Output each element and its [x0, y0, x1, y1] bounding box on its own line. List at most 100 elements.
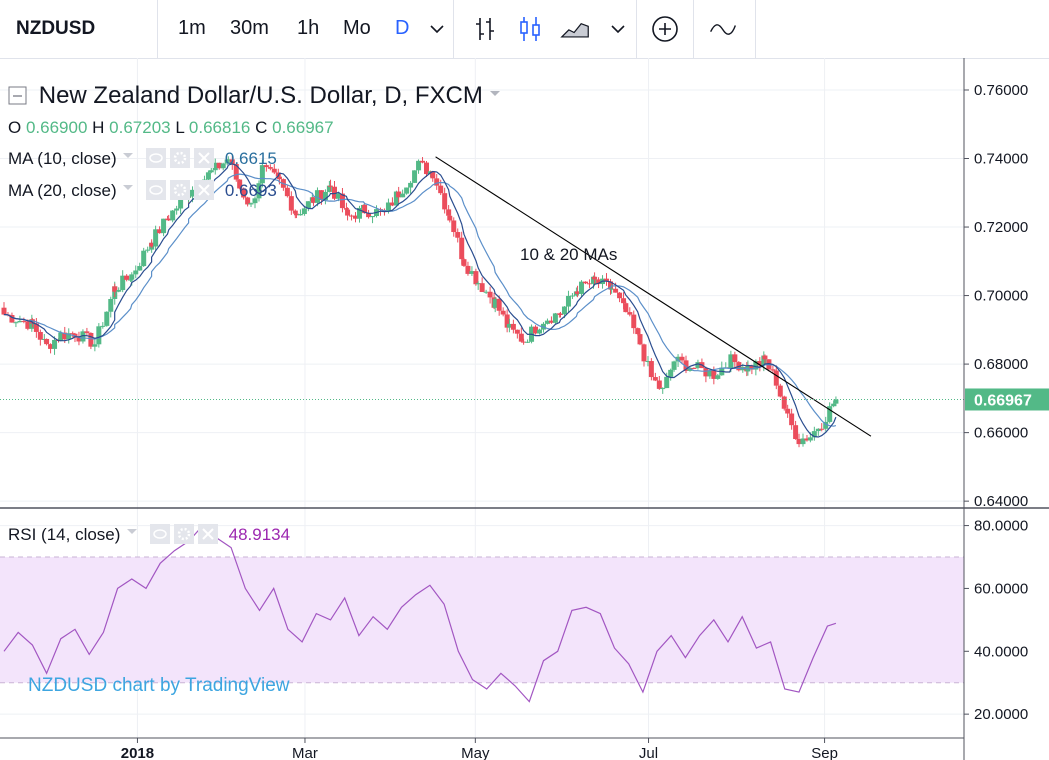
rsi-axis-label: 40.0000: [974, 643, 1028, 660]
candle-body: [548, 320, 554, 323]
candle-body: [627, 312, 633, 315]
candle-body: [216, 162, 222, 169]
chevron-down-icon[interactable]: [422, 14, 452, 44]
time-axis-label: May: [461, 745, 490, 760]
candle-body: [17, 320, 23, 323]
candle-body: [13, 322, 19, 324]
candle-body: [590, 276, 596, 284]
chart-canvas[interactable]: 0.76000 0.74000 0.72000 0.70000 0.68000 0.660…: [0, 58, 1049, 760]
candle-body: [793, 425, 799, 439]
candle-body: [711, 370, 717, 379]
candle-body: [631, 314, 637, 329]
settings-gear-icon[interactable]: [170, 148, 191, 168]
candle-body: [318, 190, 324, 200]
candle-body: [483, 291, 489, 293]
tradingview-watermark[interactable]: NZDUSD chart by TradingView: [28, 675, 290, 696]
candle-body: [44, 338, 50, 345]
candle-body: [314, 190, 320, 203]
collapse-legend-icon[interactable]: [8, 86, 28, 106]
candle-body: [804, 438, 810, 441]
rsi-legend[interactable]: RSI (14, close) 48.9134: [8, 524, 290, 545]
candle-body: [552, 313, 558, 323]
settings-gear-icon[interactable]: [170, 180, 191, 200]
candle-body: [537, 329, 543, 334]
ma10-legend[interactable]: MA (10, close) 0.6615: [8, 148, 277, 169]
candle-body: [292, 210, 298, 214]
candle-body: [25, 321, 31, 329]
candle-body: [385, 202, 391, 212]
candle-body: [229, 159, 235, 165]
candle-body: [345, 209, 351, 216]
candle-body: [773, 370, 779, 386]
candle-body: [241, 188, 247, 198]
candle-body: [645, 361, 651, 363]
candle-body: [438, 185, 444, 194]
area-chart-icon[interactable]: [560, 14, 590, 44]
bar-chart-icon[interactable]: [470, 14, 500, 44]
ohlc-c-value: 0.66967: [272, 118, 334, 137]
settings-gear-icon[interactable]: [173, 524, 194, 544]
candle-body: [487, 291, 493, 298]
candle-body: [561, 306, 567, 315]
chevron-down-icon[interactable]: [125, 525, 139, 539]
candlestick-icon[interactable]: [515, 14, 545, 44]
visibility-toggle-icon[interactable]: [149, 524, 170, 544]
interval-30m-button[interactable]: 30m: [230, 17, 269, 39]
candle-body: [617, 292, 623, 299]
interval-mo-button[interactable]: Mo: [343, 17, 371, 39]
candle-body: [569, 295, 575, 297]
candle-body: [473, 271, 479, 285]
ohlc-l-value: 0.66816: [188, 118, 251, 137]
ohlc-legend: O 0.66900 H 0.67203 L 0.66816 C 0.66967: [8, 118, 334, 138]
candle-body: [621, 298, 627, 304]
candle-body: [815, 428, 821, 432]
symbol-search-button[interactable]: NZDUSD: [16, 18, 96, 39]
time-axis-label: Sep: [811, 745, 838, 760]
price-axis-label: 0.68000: [974, 356, 1028, 373]
candle-body: [789, 413, 795, 426]
candle-body: [112, 286, 118, 292]
candle-body: [62, 332, 68, 340]
chart-title: New Zealand Dollar/U.S. Dollar, D, FXCM: [38, 82, 483, 109]
chevron-down-icon[interactable]: [121, 149, 135, 163]
candle-body: [707, 370, 713, 377]
add-indicator-icon[interactable]: [650, 14, 680, 44]
candle-body: [92, 344, 98, 347]
candle-body: [328, 185, 334, 187]
ma20-legend[interactable]: MA (20, close) 0.6693: [8, 180, 277, 201]
candle-body: [420, 160, 426, 163]
candle-body: [604, 278, 610, 282]
candle-body: [761, 355, 767, 366]
toolbar-divider: [636, 0, 637, 58]
chevron-down-icon[interactable]: [488, 87, 502, 101]
candle-body: [749, 365, 755, 370]
candle-body: [703, 368, 709, 377]
candle-body: [827, 406, 833, 422]
compare-wave-icon[interactable]: [708, 14, 738, 44]
current-price-tag: [965, 388, 1049, 411]
candle-body: [29, 319, 35, 329]
candle-body: [518, 333, 524, 342]
candle-body: [220, 163, 226, 169]
candle-body: [442, 193, 448, 210]
ohlc-h-label: H: [92, 118, 105, 137]
visibility-toggle-icon[interactable]: [146, 180, 167, 200]
toolbar-divider: [755, 0, 756, 58]
interval-1h-button[interactable]: 1h: [297, 17, 320, 39]
visibility-toggle-icon[interactable]: [146, 148, 167, 168]
price-axis-label: 0.72000: [974, 219, 1028, 236]
candle-body: [525, 341, 531, 343]
ma-annotation-text[interactable]: 10 & 20 MAs: [520, 245, 618, 264]
candle-body: [256, 183, 262, 199]
interval-1m-button[interactable]: 1m: [178, 17, 206, 39]
candle-body: [675, 356, 681, 362]
chart-area[interactable]: 0.76000 0.74000 0.72000 0.70000 0.68000 0.660…: [0, 58, 1049, 760]
chevron-down-icon[interactable]: [603, 14, 633, 44]
candle-body: [613, 288, 619, 293]
rsi-line-group: [3, 524, 837, 703]
chevron-down-icon[interactable]: [121, 181, 135, 195]
interval-d-button[interactable]: D: [395, 17, 410, 39]
candle-body: [88, 332, 94, 347]
candle-body: [506, 323, 512, 328]
candle-body: [447, 215, 453, 221]
